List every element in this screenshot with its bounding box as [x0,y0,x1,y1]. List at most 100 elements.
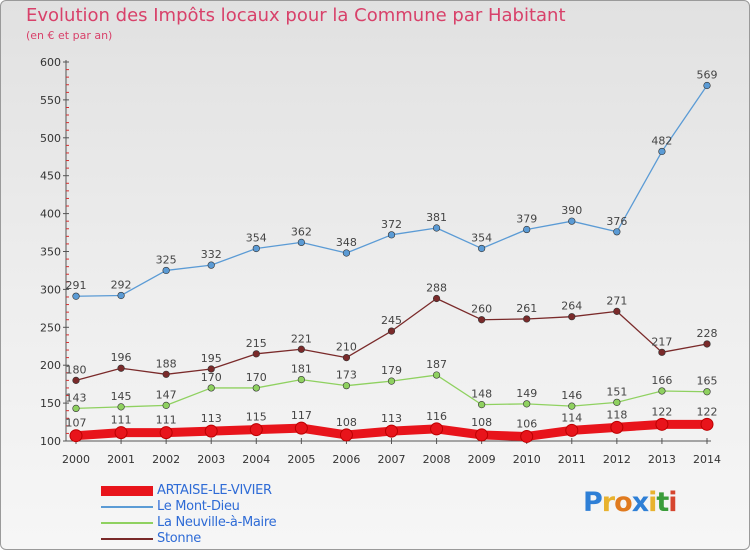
data-label: 348 [336,236,357,249]
data-point [568,402,576,410]
data-label: 106 [516,417,537,430]
data-label: 117 [291,409,312,422]
data-point [162,370,170,378]
x-tick-label: 2011 [558,453,586,466]
x-tick-label: 2010 [513,453,541,466]
data-point [252,384,260,392]
data-point [387,377,396,385]
y-tick-label: 350 [40,246,61,259]
x-tick-label: 2008 [423,453,451,466]
data-label: 149 [516,387,537,400]
data-point [207,365,215,373]
data-point [523,400,531,408]
data-point [342,249,351,257]
chart-axes: 100 150 200 250 300 350 400 450 500 550 600 2000 200… [40,56,721,466]
data-label: 146 [561,389,582,402]
y-tick-label: 550 [40,94,61,107]
data-point [610,420,624,434]
data-point [613,398,621,406]
data-point [342,354,351,362]
y-tick-label: 200 [40,359,61,372]
x-tick-label: 2002 [152,453,180,466]
data-point [207,384,215,392]
chart-subtitle: (en € et par an) [26,29,113,42]
proxiti-logo: Proxiti [583,487,678,518]
y-tick-label: 450 [40,170,61,183]
data-point [520,429,534,443]
data-label: 188 [156,357,177,370]
x-tick-label: 2000 [62,453,90,466]
data-point [478,244,486,253]
data-point [204,424,218,438]
data-point [159,426,173,440]
data-label: 291 [66,279,87,292]
data-point [162,401,170,409]
y-tick-label: 250 [40,321,61,334]
data-point [72,292,80,300]
data-label: 288 [426,281,447,294]
data-point [252,350,260,358]
data-point [703,81,711,90]
legend-label: Le Mont-Dieu [157,499,240,514]
data-label: 354 [471,231,492,244]
data-point [117,364,125,372]
data-label: 215 [246,337,267,350]
data-point [249,423,263,437]
data-label: 122 [651,405,672,418]
data-point [162,266,170,275]
data-point [432,371,441,379]
data-point [432,294,441,303]
data-label: 122 [697,405,718,418]
data-label: 379 [516,213,537,226]
data-label: 245 [381,314,402,327]
data-point [700,417,714,431]
data-point [117,291,125,300]
x-tick-label: 2006 [332,453,360,466]
data-label: 210 [336,341,357,354]
data-label: 145 [111,390,132,403]
data-point [72,376,80,384]
data-point [658,147,666,156]
data-label: 196 [111,351,132,364]
data-label: 148 [471,388,492,401]
data-label: 143 [66,391,87,404]
chart-title: Evolution des Impôts locaux pour la Comm… [26,5,566,26]
data-label: 325 [156,253,177,266]
data-point [478,316,486,324]
data-label: 108 [471,416,492,429]
x-tick-label: 2005 [287,453,315,466]
x-tick-label: 2009 [468,453,496,466]
data-point [385,424,398,438]
data-label: 390 [561,204,582,217]
data-label: 332 [201,248,222,261]
data-label: 217 [651,335,672,348]
data-label: 264 [561,300,582,313]
data-label: 107 [66,417,87,430]
data-point [387,327,396,335]
data-label: 170 [246,371,267,384]
data-point [613,307,621,315]
data-point [703,388,711,396]
data-label: 362 [291,225,312,238]
data-label: 482 [651,134,672,147]
data-point [568,313,576,321]
legend-label: Stonne [157,531,201,546]
y-tick-label: 600 [40,56,61,69]
data-label: 151 [606,385,627,398]
x-tick-label: 2013 [648,453,676,466]
data-label: 111 [156,414,177,427]
data-point [658,348,666,356]
data-point [475,428,489,442]
data-point [69,429,83,443]
y-tick-label: 100 [40,435,61,448]
data-point [114,426,128,440]
data-label: 179 [381,364,402,377]
legend-swatch [101,486,153,496]
data-label: 113 [381,412,402,425]
data-label: 173 [336,369,357,382]
data-label: 170 [201,371,222,384]
data-label: 166 [651,374,672,387]
y-tick-label: 400 [40,208,61,221]
data-label: 118 [606,408,627,421]
